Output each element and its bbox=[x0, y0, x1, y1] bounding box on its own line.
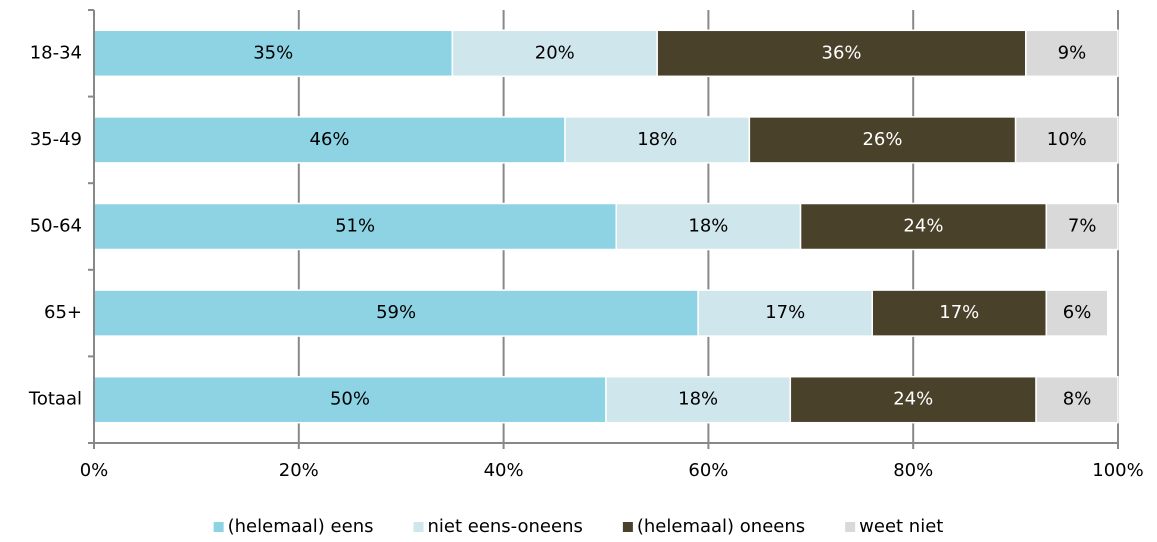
bar-segment bbox=[1035, 375, 1119, 424]
bar-segment bbox=[93, 116, 566, 164]
data-label: 9% bbox=[1058, 42, 1087, 63]
bar-segment bbox=[1045, 202, 1119, 251]
bar-segment bbox=[871, 289, 1048, 337]
x-tick-label: 60% bbox=[688, 460, 728, 481]
data-label: 18% bbox=[678, 389, 718, 410]
y-tick-label: Totaal bbox=[28, 389, 82, 410]
bar-segment bbox=[799, 202, 1048, 251]
data-label: 8% bbox=[1063, 389, 1092, 410]
legend-marker bbox=[845, 522, 856, 532]
y-tick-label: 50-64 bbox=[30, 216, 82, 237]
bar-segment bbox=[615, 202, 802, 251]
bar-segment bbox=[93, 375, 607, 424]
x-tick-label: 40% bbox=[484, 460, 524, 481]
bar-segment bbox=[564, 116, 751, 164]
legend-marker bbox=[413, 522, 424, 532]
data-label: 59% bbox=[376, 302, 416, 323]
y-tick-label: 65+ bbox=[44, 302, 82, 323]
data-label: 20% bbox=[535, 42, 575, 63]
legend-marker bbox=[213, 522, 224, 532]
bar-segment bbox=[451, 29, 658, 78]
data-label: 18% bbox=[637, 129, 677, 150]
data-label: 17% bbox=[939, 302, 979, 323]
data-label: 24% bbox=[903, 216, 943, 237]
legend-label: (helemaal) eens bbox=[228, 516, 374, 537]
data-label: 50% bbox=[330, 389, 370, 410]
legend-marker bbox=[622, 522, 633, 532]
bar-segment bbox=[697, 289, 873, 337]
x-tick-label: 0% bbox=[80, 460, 109, 481]
data-label: 24% bbox=[893, 389, 933, 410]
data-label: 46% bbox=[310, 129, 350, 150]
y-tick-label: 35-49 bbox=[30, 129, 82, 150]
y-tick-label: 18-34 bbox=[30, 42, 82, 63]
bar-segment bbox=[748, 116, 1017, 164]
x-tick-label: 20% bbox=[279, 460, 319, 481]
data-label: 36% bbox=[822, 42, 862, 63]
data-label: 7% bbox=[1068, 216, 1097, 237]
legend-label: weet niet bbox=[859, 516, 943, 537]
bar-segment bbox=[1045, 289, 1109, 337]
legend-label: (helemaal) oneens bbox=[637, 516, 805, 537]
bar-segment bbox=[1025, 29, 1119, 78]
data-label: 10% bbox=[1047, 129, 1087, 150]
data-label: 17% bbox=[765, 302, 805, 323]
bar-segment bbox=[605, 375, 792, 424]
bar-segment bbox=[93, 29, 454, 78]
bar-segment bbox=[93, 202, 617, 251]
data-label: 35% bbox=[253, 42, 293, 63]
data-label: 26% bbox=[862, 129, 902, 150]
bar-segment bbox=[1014, 116, 1119, 164]
x-tick-label: 100% bbox=[1092, 460, 1143, 481]
data-label: 6% bbox=[1063, 302, 1092, 323]
data-label: 51% bbox=[335, 216, 375, 237]
x-tick-label: 80% bbox=[893, 460, 933, 481]
bar-segment bbox=[656, 29, 1027, 78]
data-label: 18% bbox=[688, 216, 728, 237]
legend-label: niet eens-oneens bbox=[427, 516, 582, 537]
bar-segment bbox=[93, 289, 699, 337]
